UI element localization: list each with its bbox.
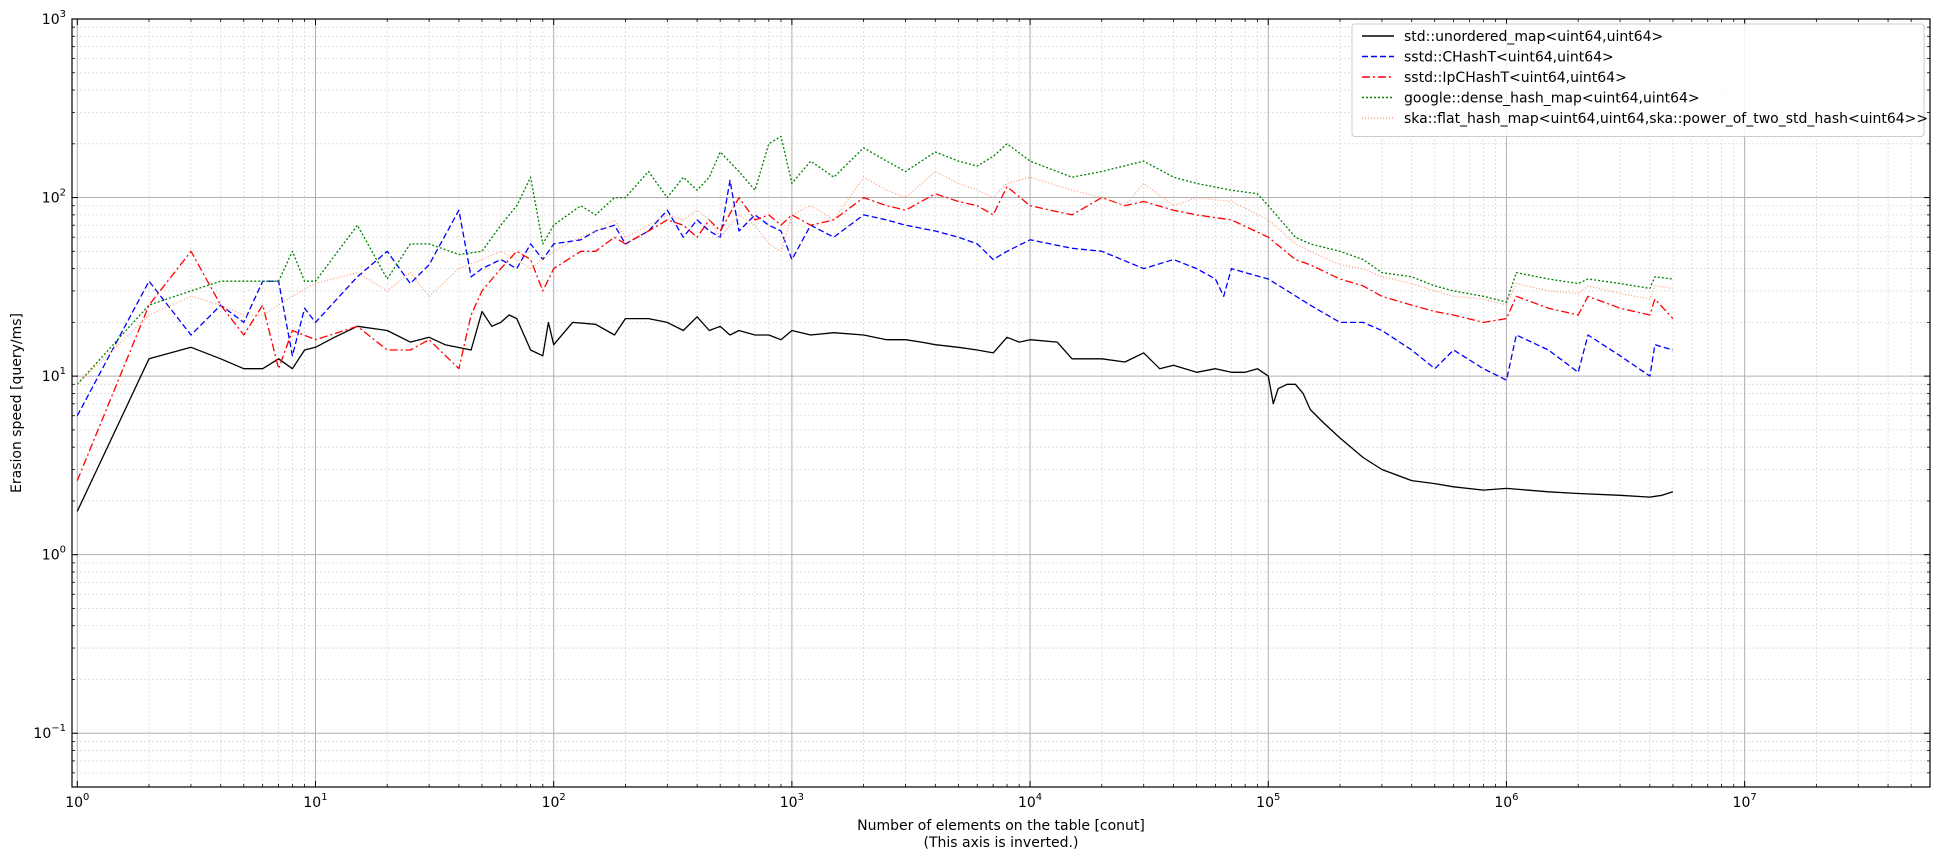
y-tick-exponent: 1 xyxy=(60,366,66,377)
legend-label: google::dense_hash_map<uint64,uint64> xyxy=(1404,91,1700,107)
legend-label: ska::flat_hash_map<uint64,uint64,ska::po… xyxy=(1404,111,1928,127)
x-tick-base: 10 xyxy=(1256,795,1274,811)
y-tick-label: 102 xyxy=(42,188,66,207)
legend-box xyxy=(1351,23,1925,137)
legend-label: sstd::CHashT<uint64,uint64> xyxy=(1404,50,1614,66)
y-tick-base: 10 xyxy=(33,726,51,742)
x-tick-exponent: 3 xyxy=(798,792,804,803)
x-axis-label: Number of elements on the table [conut] xyxy=(857,818,1145,834)
y-tick-exponent: 0 xyxy=(60,545,66,556)
x-tick-exponent: 7 xyxy=(1750,792,1756,803)
x-tick-base: 10 xyxy=(542,795,560,811)
x-tick-exponent: 4 xyxy=(1036,792,1042,803)
x-tick-label: 100 xyxy=(65,792,89,811)
x-tick-label: 102 xyxy=(542,792,566,811)
legend: std::unordered_map<uint64,uint64>sstd::C… xyxy=(1351,23,1928,137)
y-tick-label: 10−1 xyxy=(33,723,66,742)
series-line-4 xyxy=(76,135,1673,385)
x-tick-base: 10 xyxy=(1018,795,1036,811)
y-tick-exponent: 3 xyxy=(60,9,66,20)
y-tick-base: 10 xyxy=(42,12,60,28)
y-tick-exponent: 2 xyxy=(60,188,66,199)
y-tick-label: 101 xyxy=(42,366,66,385)
x-tick-label: 105 xyxy=(1256,792,1280,811)
x-tick-exponent: 5 xyxy=(1274,792,1280,803)
series-layer xyxy=(76,135,1674,512)
x-axis-note: (This axis is inverted.) xyxy=(924,835,1079,851)
x-tick-exponent: 2 xyxy=(559,792,565,803)
y-tick-base: 10 xyxy=(42,369,60,385)
x-tick-label: 103 xyxy=(780,792,804,811)
plot-frame xyxy=(71,18,1931,788)
x-tick-exponent: 6 xyxy=(1512,792,1518,803)
y-tick-label: 100 xyxy=(42,545,66,564)
x-tick-base: 10 xyxy=(1494,795,1512,811)
series-line-3 xyxy=(76,186,1674,481)
x-tick-label: 107 xyxy=(1733,792,1757,811)
y-axis-label: Erasion speed [query/ms] xyxy=(9,313,25,493)
x-tick-base: 10 xyxy=(303,795,321,811)
y-tick-base: 10 xyxy=(42,548,60,564)
x-tick-exponent: 0 xyxy=(83,792,89,803)
x-tick-label: 104 xyxy=(1018,792,1042,811)
x-tick-label: 106 xyxy=(1494,792,1518,811)
series-line-2 xyxy=(76,179,1674,417)
legend-label: sstd::IpCHashT<uint64,uint64> xyxy=(1404,70,1627,86)
y-tick-label: 103 xyxy=(42,9,66,28)
x-tick-base: 10 xyxy=(65,795,83,811)
ticks xyxy=(72,18,1930,787)
x-tick-base: 10 xyxy=(1733,795,1751,811)
legend-label: std::unordered_map<uint64,uint64> xyxy=(1404,29,1663,45)
x-tick-base: 10 xyxy=(780,795,798,811)
series-line-1 xyxy=(76,310,1674,512)
x-tick-exponent: 1 xyxy=(321,792,327,803)
y-tick-exponent: −1 xyxy=(51,723,66,734)
y-tick-base: 10 xyxy=(42,191,60,207)
x-tick-label: 101 xyxy=(303,792,327,811)
